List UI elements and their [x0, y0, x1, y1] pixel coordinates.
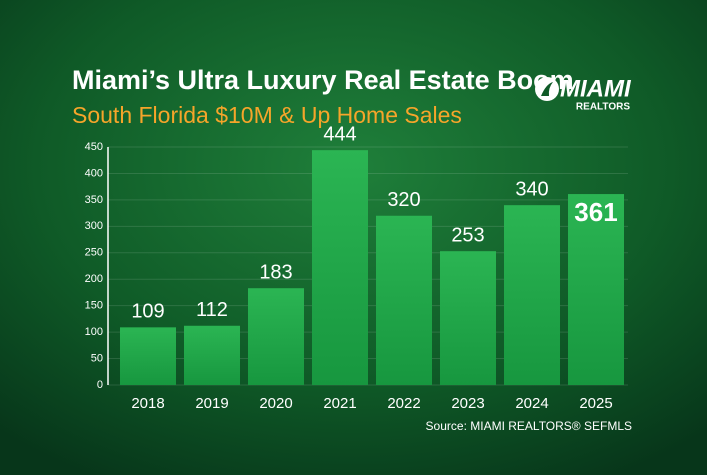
x-tick-label: 2025	[579, 395, 612, 412]
bar	[504, 205, 560, 385]
y-tick-label: 250	[85, 247, 103, 259]
y-tick-label: 100	[85, 326, 103, 338]
bar	[440, 251, 496, 385]
value-label: 112	[196, 299, 228, 321]
y-tick-label: 300	[85, 220, 103, 232]
bar	[248, 288, 304, 385]
value-label: 361	[574, 197, 617, 227]
y-tick-label: 150	[85, 300, 103, 312]
value-label: 340	[515, 178, 548, 200]
x-tick-label: 2019	[195, 395, 228, 412]
value-label: 253	[451, 224, 484, 246]
value-label: 444	[323, 123, 356, 145]
bar	[568, 194, 624, 385]
logo-text: MIAMI	[560, 75, 632, 102]
bar	[120, 327, 176, 385]
chart-title: Miami’s Ultra Luxury Real Estate Boom	[72, 65, 574, 95]
value-label: 320	[387, 189, 420, 211]
x-tick-label: 2018	[131, 395, 164, 412]
y-tick-label: 400	[85, 167, 103, 179]
x-tick-label: 2020	[259, 395, 292, 412]
y-tick-label: 450	[85, 141, 103, 153]
bar	[376, 215, 432, 385]
y-tick-label: 0	[97, 379, 103, 391]
x-tick-label: 2024	[515, 395, 548, 412]
logo-palm	[541, 82, 553, 96]
source: Source: MIAMI REALTORS® SEFMLS	[426, 419, 632, 433]
x-tick-label: 2021	[323, 395, 356, 412]
value-label: 183	[259, 261, 292, 283]
logo-subtext: REALTORS	[576, 102, 630, 113]
y-tick-label: 50	[91, 352, 103, 364]
value-label: 109	[131, 301, 164, 323]
x-tick-label: 2022	[387, 395, 420, 412]
bar	[312, 150, 368, 385]
y-tick-label: 350	[85, 194, 103, 206]
chart-subtitle: South Florida $10M & Up Home Sales	[72, 102, 462, 128]
bar	[184, 325, 240, 385]
y-tick-label: 200	[85, 273, 103, 285]
x-tick-label: 2023	[451, 395, 484, 412]
